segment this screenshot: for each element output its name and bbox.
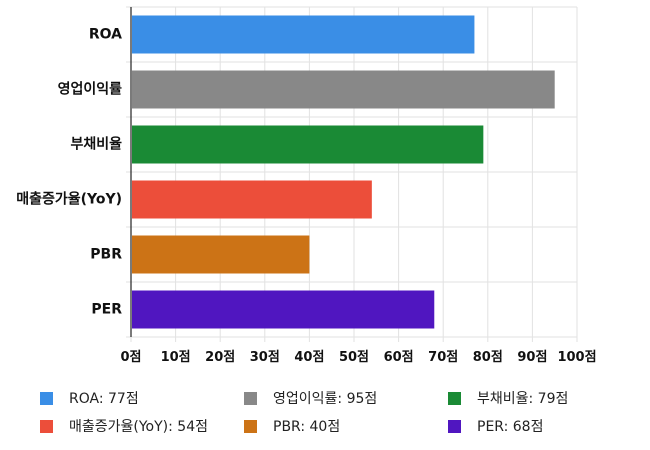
x-tick-labels: 0점 10점 20점 30점 40점 50점 60점 70점 80점 90점 100점	[120, 350, 596, 365]
category-label: 매출증가율(YoY)	[16, 191, 122, 208]
legend-item: PBR: 40점	[244, 416, 340, 436]
x-tick-label: 50점	[339, 350, 369, 365]
category-label: 영업이익률	[58, 81, 123, 98]
legend-item: 매출증가율(YoY): 54점	[40, 416, 208, 436]
bar	[132, 180, 372, 219]
x-tick-label: 90점	[517, 350, 547, 365]
bar	[132, 15, 475, 54]
x-tick-label: 30점	[250, 350, 280, 365]
bar	[132, 125, 484, 164]
category-label: PBR	[90, 247, 122, 263]
legend-swatch	[448, 419, 461, 433]
x-tick-label: 60점	[384, 350, 414, 365]
bars	[132, 15, 555, 329]
legend-label: 부채비율: 79점	[477, 391, 569, 407]
bar	[132, 235, 310, 274]
x-tick-label: 70점	[428, 350, 458, 365]
bar	[132, 290, 435, 329]
legend-swatch	[244, 391, 257, 405]
legend-label: PBR: 40점	[273, 419, 341, 435]
bar	[132, 70, 555, 109]
category-label: PER	[91, 302, 122, 318]
legend-item: ROA: 77점	[40, 388, 139, 408]
x-tick-label: 10점	[161, 350, 191, 365]
category-label: ROA	[89, 27, 122, 43]
category-label: 부채비율	[70, 136, 122, 153]
grid-lines	[126, 6, 578, 342]
x-tick-label: 0점	[120, 350, 141, 365]
legend-item: PER: 68점	[448, 416, 543, 436]
x-tick-label: 20점	[205, 350, 235, 365]
x-tick-label: 40점	[294, 350, 324, 365]
legend-swatch	[244, 419, 257, 433]
x-tick-label: 100점	[557, 350, 596, 365]
legend-swatch	[40, 391, 53, 405]
legend-label: 매출증가율(YoY): 54점	[69, 419, 208, 435]
legend-label: PER: 68점	[477, 419, 544, 435]
x-tick-label: 80점	[473, 350, 503, 365]
legend-swatch	[40, 419, 53, 433]
legend-item: 부채비율: 79점	[448, 388, 568, 408]
legend-label: 영업이익률: 95점	[273, 391, 378, 407]
legend-swatch	[448, 391, 461, 405]
legend-item: 영업이익률: 95점	[244, 388, 377, 408]
legend-label: ROA: 77점	[69, 391, 139, 407]
